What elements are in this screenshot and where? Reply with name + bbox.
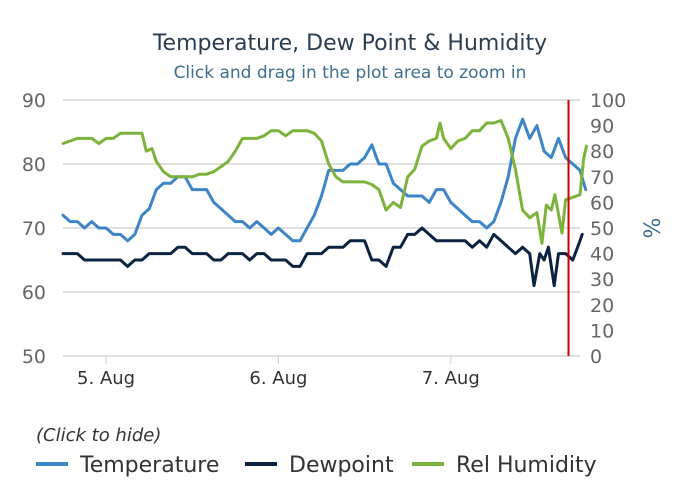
left-y-tick-label: 80 [22, 154, 46, 176]
left-y-tick-label: 60 [22, 282, 46, 304]
right-y-axis-label: % [641, 218, 666, 239]
chart-title: Temperature, Dew Point & Humidity [152, 31, 547, 56]
left-y-tick-label: 90 [22, 90, 46, 112]
chart-subtitle: Click and drag in the plot area to zoom … [174, 63, 527, 83]
legend-label: Temperature [79, 453, 219, 478]
right-y-tick-label: 40 [590, 244, 614, 266]
gridlines [63, 99, 580, 357]
right-y-tick-label: 0 [590, 346, 602, 368]
dewpoint-series-line[interactable] [61, 226, 584, 288]
right-y-tick-label: 80 [590, 141, 614, 163]
left-y-axis: 50 60 70 80 90 [22, 90, 46, 368]
right-y-tick-label: 20 [590, 295, 614, 317]
x-tick-label: 7. Aug [422, 368, 480, 389]
legend[interactable]: Temperature Dewpoint Rel Humidity [36, 453, 597, 478]
right-y-tick-label: 30 [590, 269, 614, 291]
temperature-series-line[interactable] [61, 117, 588, 243]
right-y-tick-label: 60 [590, 192, 614, 214]
plot-area[interactable] [61, 117, 588, 288]
rel-humidity-series-line[interactable] [61, 119, 588, 245]
legend-item-rel-humidity[interactable]: Rel Humidity [412, 453, 597, 478]
legend-item-dewpoint[interactable]: Dewpoint [245, 453, 394, 478]
left-y-tick-label: 70 [22, 218, 46, 240]
right-y-tick-label: 50 [590, 218, 614, 240]
x-axis: 5. Aug 6. Aug 7. Aug [77, 356, 480, 389]
right-y-tick-label: 90 [590, 116, 614, 138]
left-y-tick-label: 50 [22, 346, 46, 368]
legend-label: Dewpoint [289, 453, 394, 478]
x-tick-label: 6. Aug [249, 368, 307, 389]
right-y-tick-label: 10 [590, 320, 614, 342]
x-tick-label: 5. Aug [77, 368, 135, 389]
right-y-tick-label: 70 [590, 167, 614, 189]
right-y-tick-label: 100 [590, 90, 626, 112]
right-y-axis: 0 10 20 30 40 50 60 70 80 90 100 [590, 90, 626, 368]
legend-label: Rel Humidity [456, 453, 597, 478]
legend-title[interactable]: (Click to hide) [36, 425, 161, 446]
legend-item-temperature[interactable]: Temperature [36, 453, 219, 478]
